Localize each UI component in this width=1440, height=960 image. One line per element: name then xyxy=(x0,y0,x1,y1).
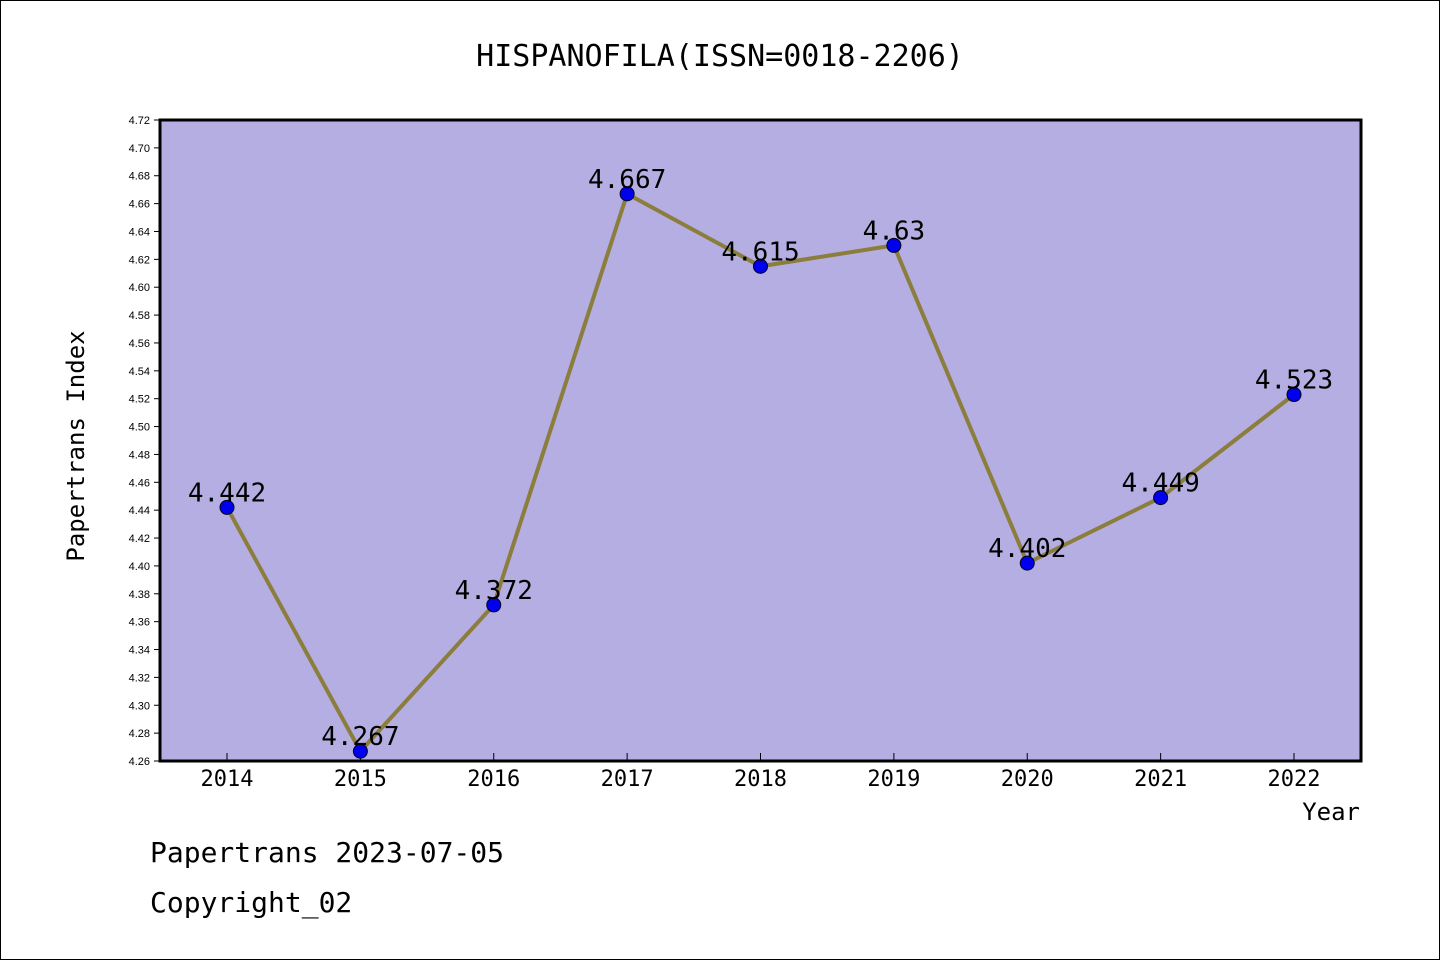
y-tick-label: 4.60 xyxy=(129,282,150,294)
footer-date-text: Papertrans 2023-07-05 xyxy=(150,836,505,869)
series-group: 4.442 4.267 4.372 4.667 4.615 4.63 4.402 4.449 4… xyxy=(188,165,1333,759)
data-label: 4.523 xyxy=(1255,366,1333,396)
y-tick-label: 4.66 xyxy=(129,199,150,211)
data-point xyxy=(219,499,235,515)
x-axis-label: Year xyxy=(1302,798,1360,826)
y-tick-label: 4.42 xyxy=(129,533,150,545)
data-point xyxy=(1019,555,1035,571)
y-axis: 4.26 4.28 4.30 4.32 4.34 4.36 4.38 4.40 4.42 4.44… xyxy=(129,115,160,768)
y-tick-label: 4.52 xyxy=(129,394,150,406)
data-label: 4.372 xyxy=(455,576,533,606)
chart-title: HISPANOFILA(ISSN=0018-2206) xyxy=(476,39,964,74)
x-tick-label: 2022 xyxy=(1268,767,1321,792)
y-tick-label: 4.34 xyxy=(129,645,150,657)
data-point xyxy=(886,237,902,253)
y-tick-label: 4.56 xyxy=(129,338,150,350)
data-point xyxy=(486,597,502,613)
data-label: 4.267 xyxy=(321,722,399,752)
x-axis: 2014 2015 2016 2017 2018 2019 2020 2021 2022 xyxy=(201,753,1321,792)
y-tick-label: 4.70 xyxy=(129,143,150,155)
x-tick-label: 2020 xyxy=(1001,767,1054,792)
y-tick-label: 4.64 xyxy=(129,226,150,238)
y-tick-label: 4.38 xyxy=(129,589,150,601)
y-tick-label: 4.40 xyxy=(129,561,150,573)
data-label: 4.402 xyxy=(988,534,1066,564)
y-axis-label: Papertrans Index xyxy=(62,330,90,561)
y-tick-label: 4.32 xyxy=(129,672,150,684)
data-label: 4.63 xyxy=(863,216,926,246)
data-label: 4.442 xyxy=(188,478,266,508)
y-tick-label: 4.62 xyxy=(129,254,150,266)
data-point xyxy=(1153,490,1169,506)
y-tick-label: 4.58 xyxy=(129,310,150,322)
data-point xyxy=(1286,387,1302,403)
y-tick-label: 4.50 xyxy=(129,422,150,434)
data-point xyxy=(352,743,368,759)
x-tick-label: 2016 xyxy=(467,767,520,792)
y-tick-label: 4.48 xyxy=(129,449,150,461)
x-tick-label: 2015 xyxy=(334,767,387,792)
y-tick-label: 4.30 xyxy=(129,700,150,712)
y-tick-label: 4.68 xyxy=(129,171,150,183)
y-tick-label: 4.46 xyxy=(129,477,150,489)
y-tick-label: 4.44 xyxy=(129,505,150,517)
y-tick-label: 4.36 xyxy=(129,617,150,629)
x-tick-label: 2018 xyxy=(734,767,787,792)
y-tick-label: 4.54 xyxy=(129,366,150,378)
data-point xyxy=(753,258,768,274)
data-label: 4.449 xyxy=(1121,469,1199,499)
y-tick-label: 4.72 xyxy=(129,115,150,127)
x-tick-label: 2014 xyxy=(201,767,254,792)
x-tick-label: 2021 xyxy=(1134,767,1187,792)
footer-copyright-text: Copyright_02 xyxy=(150,886,353,919)
x-tick-label: 2017 xyxy=(601,767,654,792)
plot-area xyxy=(158,118,1363,763)
data-point xyxy=(619,186,635,202)
y-tick-label: 4.28 xyxy=(129,728,150,740)
data-label: 4.667 xyxy=(588,165,666,195)
y-tick-label: 4.26 xyxy=(129,756,150,768)
data-label: 4.615 xyxy=(721,237,799,267)
x-tick-label: 2019 xyxy=(867,767,920,792)
